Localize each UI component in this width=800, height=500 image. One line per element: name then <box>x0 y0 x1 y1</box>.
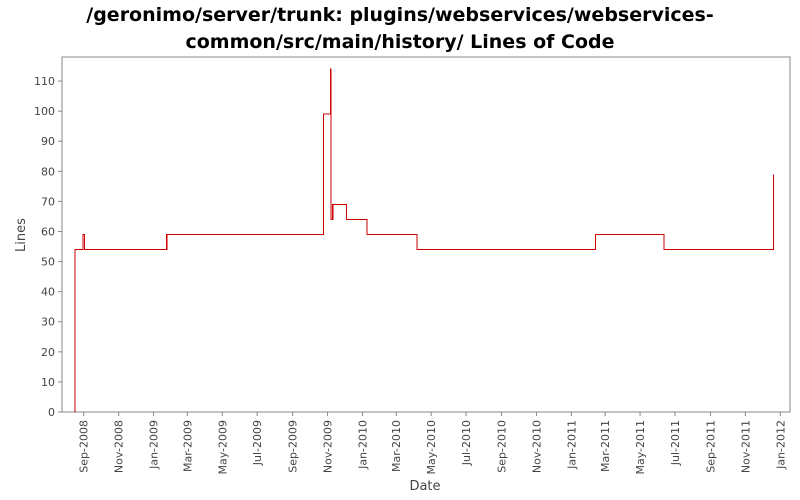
y-tick-label: 20 <box>41 346 55 359</box>
x-tick-label: Jan-2011 <box>565 420 578 470</box>
y-tick-label: 30 <box>41 316 55 329</box>
x-tick-label: Nov-2009 <box>322 420 335 473</box>
y-tick-label: 90 <box>41 135 55 148</box>
x-tick-label: Mar-2010 <box>390 420 403 472</box>
x-tick-label: Nov-2011 <box>739 420 752 473</box>
chart-title-line-1: /geronimo/server/trunk: plugins/webservi… <box>86 4 714 26</box>
x-tick-label: Sep-2011 <box>704 420 717 473</box>
y-axis: 0 10 20 30 40 50 60 70 80 90 100 110 <box>34 75 62 419</box>
x-tick-label: Mar-2009 <box>181 420 194 472</box>
x-tick-label: May-2011 <box>634 420 647 475</box>
x-axis-label: Date <box>409 479 440 494</box>
x-tick-label: Sep-2009 <box>287 420 300 473</box>
x-tick-label: Jul-2010 <box>460 420 473 466</box>
y-tick-label: 100 <box>34 105 55 118</box>
x-tick-label: Jan-2010 <box>356 420 369 470</box>
x-tick-label: Sep-2008 <box>78 420 91 473</box>
series-layer <box>74 68 774 413</box>
y-tick-label: 50 <box>41 256 55 269</box>
x-tick-label: Jul-2009 <box>251 420 264 466</box>
chart-title: /geronimo/server/trunk: plugins/webservi… <box>0 2 800 56</box>
x-tick-label: Jul-2011 <box>669 420 682 466</box>
x-tick-label: Jan-2012 <box>774 420 787 470</box>
y-tick-label: 70 <box>41 195 55 208</box>
x-tick-label: Sep-2010 <box>496 420 509 473</box>
series-line <box>74 68 774 413</box>
chart-title-line-2: common/src/main/history/ Lines of Code <box>185 31 615 53</box>
x-axis: Sep-2008 Nov-2008 Jan-2009 Mar-2009 May-2009… <box>78 412 787 475</box>
x-tick-label: May-2009 <box>216 420 229 475</box>
x-tick-label: Jan-2009 <box>148 420 161 470</box>
y-tick-label: 80 <box>41 165 55 178</box>
y-tick-label: 60 <box>41 225 55 238</box>
y-tick-label: 110 <box>34 75 55 88</box>
y-axis-label: Lines <box>14 218 29 252</box>
y-tick-label: 40 <box>41 286 55 299</box>
x-tick-label: May-2010 <box>425 420 438 475</box>
x-tick-label: Mar-2011 <box>599 420 612 472</box>
x-tick-label: Nov-2008 <box>113 420 126 473</box>
y-tick-label: 0 <box>48 406 55 419</box>
y-tick-label: 10 <box>41 376 55 389</box>
x-tick-label: Nov-2010 <box>530 420 543 473</box>
